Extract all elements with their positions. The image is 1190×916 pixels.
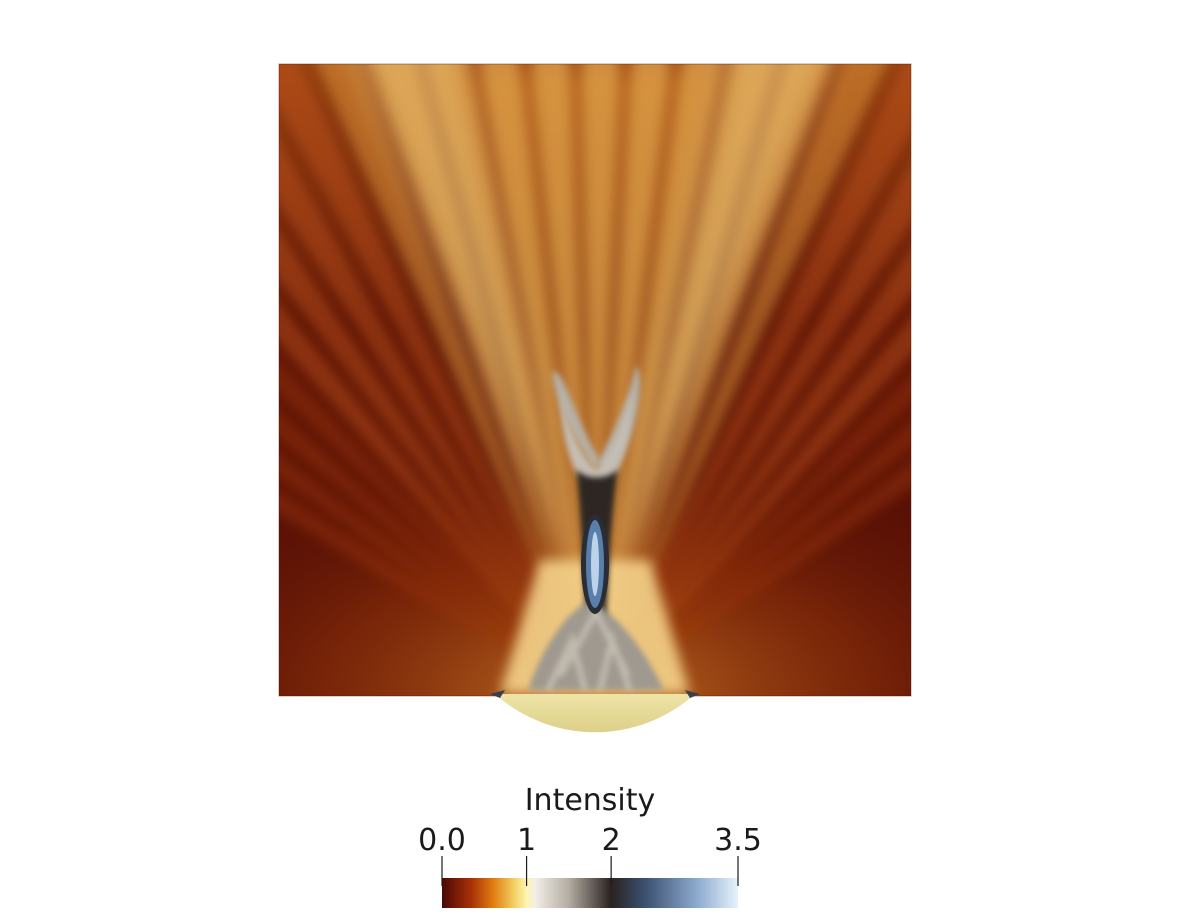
colorbar-tick-label: 2 xyxy=(602,823,621,858)
beam-ray xyxy=(597,161,911,696)
focal-grey-lobe-left xyxy=(552,371,600,470)
lens-edge-left xyxy=(490,690,505,698)
beam-ray xyxy=(600,461,911,696)
central-focus xyxy=(470,64,720,694)
colorbar-title: Intensity xyxy=(525,783,656,818)
central-beam-glow xyxy=(470,64,720,690)
colorbar-tick-label: 0.0 xyxy=(418,823,466,858)
beam-lobe xyxy=(358,64,595,640)
beam-ray xyxy=(598,315,911,696)
colorbar-tick-label: 3.5 xyxy=(714,823,762,858)
beam-ray xyxy=(279,301,592,696)
colorbar-ticks: 0.0 1 2 3.5 xyxy=(418,823,762,886)
beam-ray xyxy=(317,64,594,696)
beam-ray xyxy=(279,409,591,696)
focal-grey-lobe-right xyxy=(598,366,641,480)
intensity-field xyxy=(279,64,911,696)
beam-ray xyxy=(279,359,592,696)
beam-ray xyxy=(279,64,594,696)
lens xyxy=(495,694,695,733)
lens-edge-right xyxy=(685,690,700,698)
focal-spot-highlight xyxy=(591,532,599,596)
beam-ray xyxy=(596,64,828,696)
colorbar-tick-label: 1 xyxy=(517,823,536,858)
beam-ray xyxy=(596,64,887,696)
beam-lobe xyxy=(595,64,832,640)
beam-ray xyxy=(598,371,911,696)
beam-ray xyxy=(279,139,593,696)
beam-ray xyxy=(599,419,911,696)
beam-ray xyxy=(596,64,911,696)
beam-ray xyxy=(279,490,589,696)
colorbar: Intensity 0.0 1 2 3.5 xyxy=(418,783,762,908)
beam-ray xyxy=(279,229,593,696)
beam-fan xyxy=(279,64,911,696)
colorbar-scale xyxy=(442,878,738,908)
